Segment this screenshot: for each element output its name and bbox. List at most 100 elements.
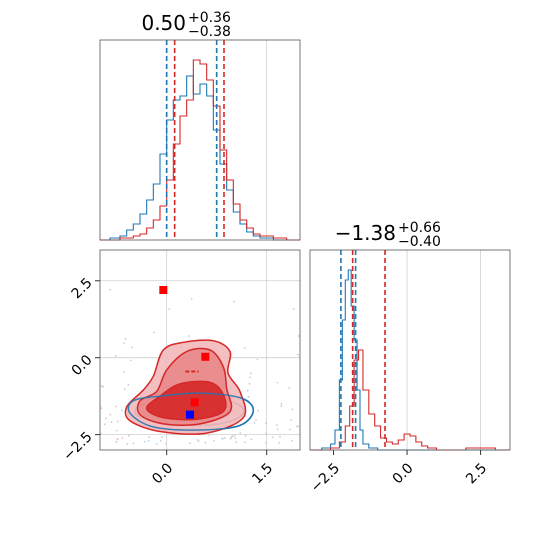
panel-title-0: 0.50 +0.36−0.38 (141, 10, 231, 40)
scatter-point (114, 355, 117, 358)
scatter-point (127, 383, 130, 386)
scatter-point (116, 429, 118, 432)
scatter-point (297, 425, 299, 428)
scatter-point (123, 388, 126, 391)
x-tick-label-1: 0.0 (390, 460, 417, 487)
scatter-point (244, 441, 246, 444)
scatter-point (115, 405, 117, 408)
scatter-point (223, 437, 226, 439)
x-axis-2: −2.5 0.0 2.5 (308, 450, 490, 496)
scatter-point (265, 441, 268, 444)
y-tick-label-1: 0.0 (69, 352, 96, 379)
panel-frame-1 (99, 249, 301, 451)
scatter-point (155, 442, 158, 445)
scatter-point (147, 439, 150, 442)
scatter-point (275, 424, 278, 426)
title-upper-error: +0.36 (188, 10, 231, 26)
scatter-point (187, 335, 190, 337)
scatter-point (290, 418, 292, 421)
scatter-point (255, 419, 257, 422)
scatter-point (239, 432, 242, 434)
scatter-point (110, 421, 113, 424)
scatter-point (165, 442, 168, 445)
panel-title-2: −1.38 +0.66−0.40 (335, 220, 441, 250)
hist-series-red (310, 349, 510, 451)
marker-red-2 (190, 398, 199, 407)
scatter-point (253, 422, 256, 424)
scatter-point (244, 435, 247, 437)
y-axis-1: −2.5 0.0 2.5 (60, 275, 100, 464)
scatter-point (265, 422, 268, 424)
panel-frame-2 (309, 249, 511, 451)
scatter-point (276, 428, 279, 431)
contour-panel-1 (100, 250, 300, 450)
scatter-point (276, 381, 279, 384)
scatter-point (249, 376, 252, 379)
scatter-point (243, 346, 246, 349)
scatter-point (278, 441, 281, 444)
scatter-point (257, 409, 259, 412)
scatter-point (124, 338, 127, 340)
title-value: −1.38 (335, 221, 396, 245)
x-axis-1: 0.0 1.5 (149, 450, 276, 487)
scatter-point (168, 308, 171, 311)
scatter-point (288, 386, 291, 389)
scatter-point (256, 358, 259, 361)
scatter-point (288, 428, 291, 431)
scatter-point (297, 353, 299, 356)
scatter-point (104, 417, 107, 420)
scatter-point (132, 442, 135, 445)
y-tick-label-0: −2.5 (60, 429, 95, 464)
scatter-point (161, 436, 163, 439)
x-tick-label-1: 1.5 (249, 460, 276, 487)
scatter-point (280, 405, 283, 408)
marker-red-0 (159, 286, 168, 294)
scatter-point (116, 438, 119, 440)
scatter-point (196, 439, 199, 441)
scatter-point (100, 432, 102, 435)
scatter-point (189, 442, 191, 445)
scatter-point (102, 385, 105, 388)
scatter-point (123, 371, 126, 373)
scatter-point (204, 441, 207, 444)
scatter-point (291, 408, 294, 411)
scatter-point (231, 435, 234, 438)
scatter-point (235, 441, 238, 444)
scatter-point (109, 413, 112, 416)
scatter-point (127, 434, 130, 437)
scatter-point (247, 395, 250, 398)
scatter-point (116, 420, 119, 423)
scatter-point (280, 402, 283, 405)
scatter-point (115, 440, 118, 443)
scatter-point (213, 439, 215, 442)
scatter-point (121, 437, 124, 440)
scatter-point (123, 342, 125, 345)
title-lower-error: −0.38 (188, 24, 231, 40)
scatter-point (130, 346, 133, 349)
hist-series-red (100, 59, 300, 241)
scatter-point (221, 438, 224, 440)
scatter-point (190, 297, 193, 300)
panel-frame-0 (99, 39, 301, 241)
scatter-point (250, 438, 253, 441)
scatter-point (290, 439, 293, 442)
title-upper-error: +0.66 (398, 220, 441, 236)
scatter-point (279, 435, 281, 438)
title-value: 0.50 (141, 11, 186, 35)
scatter-point (246, 389, 249, 392)
scatter-point (229, 437, 232, 440)
histogram-panel-0 (100, 40, 300, 241)
x-tick-label-2: 2.5 (463, 460, 490, 487)
scatter-point (271, 436, 274, 439)
scatter-point (153, 331, 155, 334)
scatter-point (120, 409, 123, 412)
scatter-point (248, 382, 251, 385)
scatter-point (233, 300, 236, 303)
histogram-panel-2 (310, 250, 510, 451)
scatter-point (143, 440, 146, 443)
hist-series-blue (100, 75, 300, 241)
x-tick-label-0: 0.0 (149, 460, 176, 487)
scatter-point (208, 434, 211, 437)
marker-blue-3 (186, 410, 194, 419)
